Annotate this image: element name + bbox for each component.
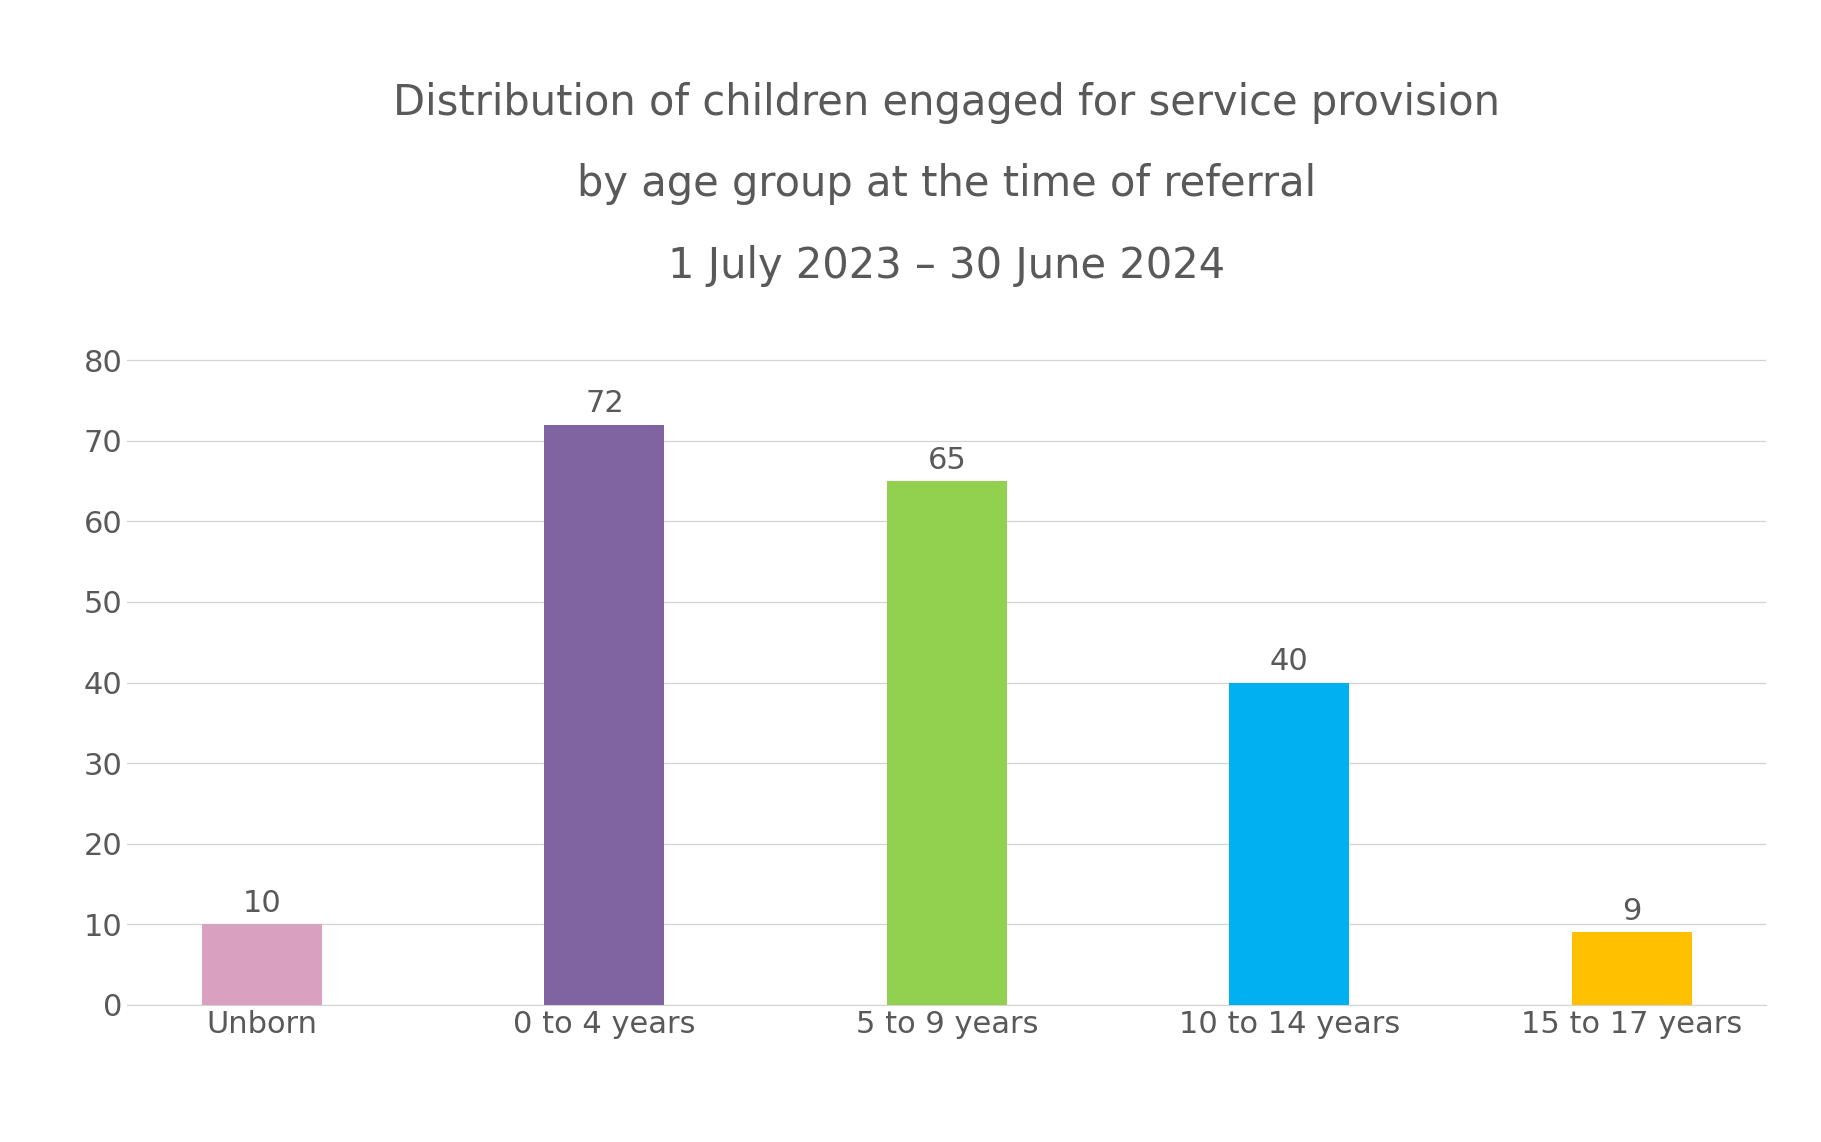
Text: 9: 9 — [1623, 896, 1641, 926]
Text: 10: 10 — [242, 888, 280, 918]
Bar — [1572, 932, 1692, 1005]
Bar — [202, 924, 322, 1005]
Text: 40: 40 — [1269, 648, 1309, 676]
Bar — [1229, 683, 1349, 1005]
Title: Distribution of children engaged for service provision
by age group at the time : Distribution of children engaged for ser… — [393, 82, 1501, 287]
Bar — [544, 425, 665, 1005]
Bar — [887, 481, 1007, 1005]
Text: 72: 72 — [585, 389, 625, 418]
Text: 65: 65 — [927, 445, 967, 475]
